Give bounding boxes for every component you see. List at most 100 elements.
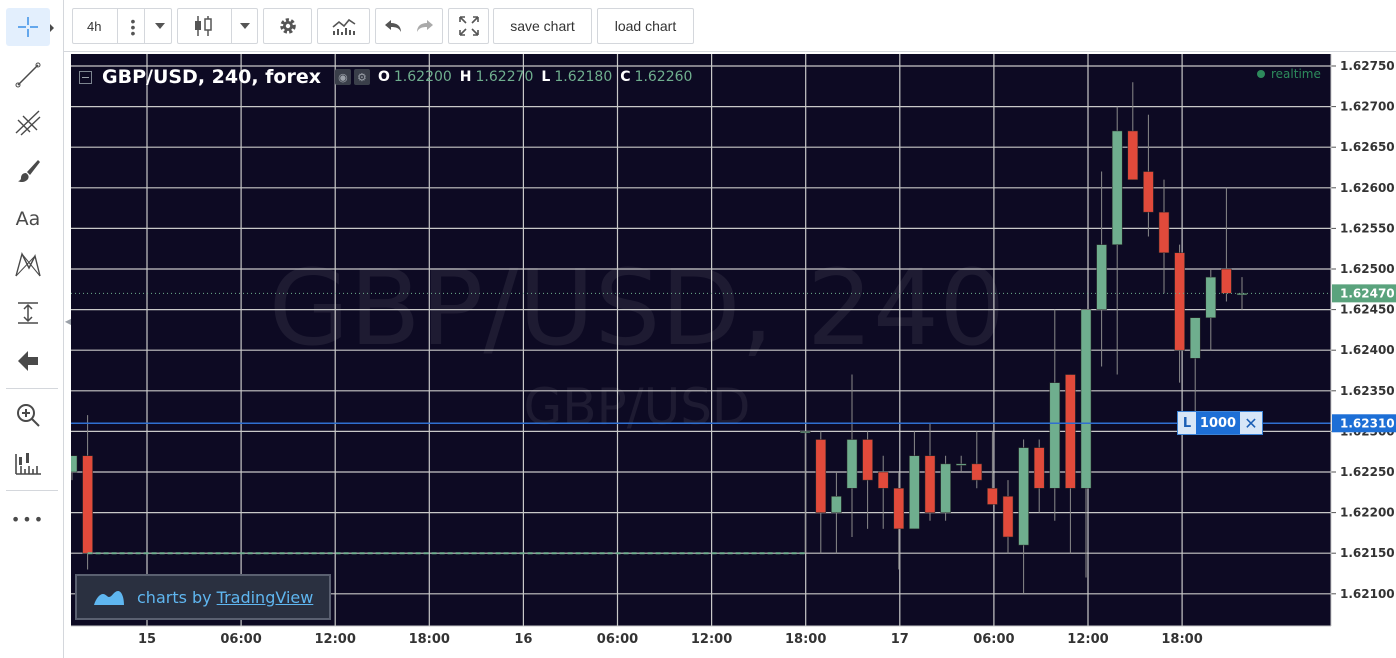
candles-icon (195, 16, 212, 36)
brush-tool[interactable] (6, 152, 50, 190)
candle-body (1158, 211, 1170, 254)
candle-body (940, 463, 951, 513)
candle-body (877, 471, 889, 489)
candle (893, 472, 905, 570)
candle-body (1049, 382, 1061, 489)
tool-expand-arrow-icon[interactable] (50, 24, 54, 32)
low-value: 1.62180 (554, 69, 613, 85)
gear-icon[interactable]: ⚙ (353, 69, 370, 85)
candle-body (987, 487, 998, 505)
open-value: 1.62200 (393, 69, 452, 85)
candle (815, 431, 827, 554)
settings-button[interactable] (263, 8, 312, 44)
time-tick-label: 06:00 (220, 632, 261, 647)
candle (1018, 439, 1029, 594)
candle-body (862, 439, 873, 481)
tradingview-branding[interactable]: charts by TradingView (75, 574, 331, 620)
toolbar-collapse-handle[interactable]: ◀ (64, 316, 72, 326)
time-tick-label: 06:00 (973, 632, 1014, 647)
legend-symbol: GBP/USD, 240, forex (102, 66, 321, 88)
arrow-tool[interactable] (6, 342, 50, 380)
candle-body (1174, 252, 1185, 351)
price-tick-label: 1.62650 (1340, 140, 1395, 154)
low-label: L (541, 69, 551, 85)
price-chart[interactable]: GBP/USD, 240 GBP/USD 1.62100 1.62150 1.622… (71, 54, 1396, 658)
toolbar-divider (6, 388, 58, 389)
candle-body (1221, 268, 1232, 294)
time-axis-background[interactable] (71, 626, 1396, 658)
chart-area[interactable]: GBP/USD, 240 GBP/USD 1.62100 1.62150 1.622… (71, 54, 1396, 658)
time-tick-label: 18:00 (785, 632, 826, 647)
pattern-icon (15, 252, 41, 277)
candle-body (1205, 276, 1217, 318)
position-price-badge (1332, 414, 1396, 433)
high-label: H (459, 69, 472, 85)
candle-body (1080, 309, 1092, 489)
chart-style-selector[interactable] (177, 8, 258, 44)
candle-body (1096, 244, 1107, 310)
undo-icon[interactable] (383, 18, 403, 34)
text-tool[interactable]: Aa (6, 200, 50, 238)
save-chart-button[interactable]: save chart (493, 8, 592, 44)
close-value: 1.62260 (634, 69, 693, 85)
toolbar-divider (6, 490, 58, 491)
candle (1065, 374, 1076, 554)
chevron-down-icon (240, 23, 250, 29)
collapse-legend-icon[interactable] (79, 70, 92, 84)
candle (1143, 114, 1154, 237)
price-tick-label: 1.62150 (1340, 546, 1395, 560)
fullscreen-button[interactable] (448, 8, 489, 44)
candle-body (71, 455, 78, 473)
zoom-tool[interactable] (6, 396, 50, 434)
last-price-label: 1.62470 (1340, 286, 1395, 300)
interval-label: 4h (87, 18, 102, 34)
save-chart-label: save chart (510, 18, 575, 34)
close-position-icon[interactable]: ✕ (1240, 412, 1262, 434)
pattern-tool[interactable] (6, 246, 50, 284)
position-quantity[interactable]: 1000 (1196, 412, 1240, 434)
candle (799, 431, 811, 554)
price-axis: 1.621001.621501.622001.622501.623001.623… (1331, 59, 1396, 601)
more-vertical-icon[interactable]: • • • (130, 13, 136, 41)
interval-selector[interactable]: 4h • • • (72, 8, 172, 44)
measure-tool[interactable] (6, 294, 50, 332)
realtime-dot-icon (1257, 70, 1265, 78)
price-lines (71, 292, 1331, 555)
ruler-tool[interactable] (6, 444, 50, 482)
candle (1236, 277, 1248, 310)
trend-line-tool[interactable] (6, 56, 50, 94)
top-toolbar: 4h • • • (64, 0, 1396, 52)
undo-redo-group (375, 8, 443, 44)
price-axis-background[interactable] (1331, 54, 1396, 626)
position-tag[interactable]: L 1000 ✕ (1177, 411, 1263, 435)
time-tick-label: 16 (514, 632, 532, 647)
crosshair-icon (18, 17, 38, 37)
redo-icon[interactable] (415, 18, 435, 34)
more-tool[interactable]: ••• (6, 500, 50, 538)
candle-body (846, 439, 858, 489)
candle (1033, 439, 1045, 513)
candle-body (971, 463, 983, 481)
open-label: O (377, 69, 390, 85)
eye-icon[interactable]: ◉ (334, 69, 351, 85)
pitchfork-tool[interactable] (6, 104, 50, 142)
branding-link[interactable]: TradingView (216, 587, 314, 607)
candle (1127, 82, 1139, 180)
load-chart-button[interactable]: load chart (597, 8, 694, 44)
indicators-button[interactable] (317, 8, 370, 44)
candle-body (1111, 130, 1123, 245)
time-tick-label: 15 (138, 632, 156, 647)
price-tick-label: 1.62350 (1340, 384, 1395, 398)
candle-body (831, 496, 842, 513)
candle (940, 455, 951, 521)
load-chart-label: load chart (614, 18, 677, 34)
candle (831, 472, 842, 554)
time-tick-label: 12:00 (1067, 632, 1108, 647)
candle (1080, 309, 1092, 578)
candle (1221, 187, 1232, 302)
time-tick-label: 12:00 (315, 632, 356, 647)
price-tick-label: 1.62500 (1340, 262, 1395, 276)
price-tick-label: 1.62200 (1340, 506, 1395, 520)
chevron-down-icon[interactable] (155, 23, 165, 29)
crosshair-tool[interactable] (6, 8, 50, 46)
